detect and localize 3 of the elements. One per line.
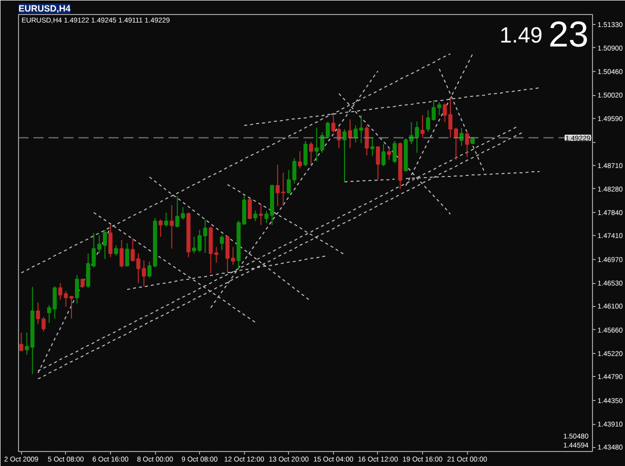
annotation: 23 <box>548 14 589 54</box>
chart-title: EURUSD,H4 <box>18 4 71 14</box>
annotation: 1.49 <box>500 22 543 48</box>
